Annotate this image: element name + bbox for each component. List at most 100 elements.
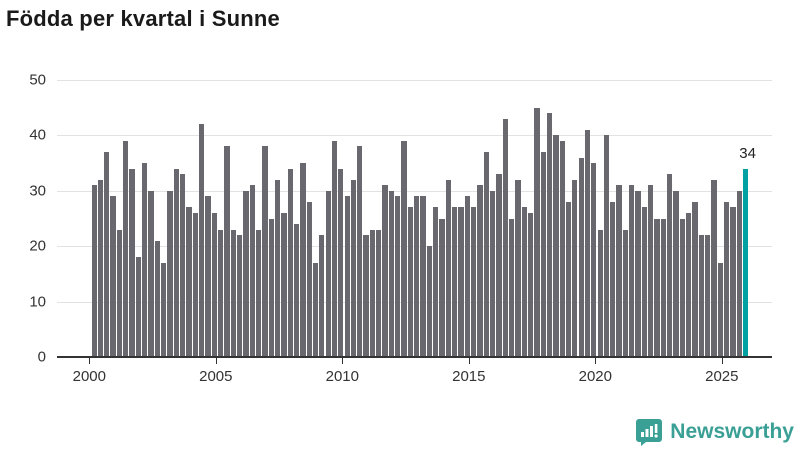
bar [300,163,306,357]
bar [591,163,597,357]
bar [110,196,116,357]
x-axis-label: 2015 [452,368,486,385]
bar [199,124,205,357]
bar [489,190,496,357]
plot-area: 34 [57,80,772,357]
bar [401,140,407,357]
bar [224,146,230,357]
bar [679,218,686,357]
bar [736,190,742,357]
bar [395,196,401,357]
bar [426,246,433,357]
x-axis-tick [721,358,723,364]
bar [218,229,224,357]
bar [445,179,451,357]
bar [433,207,439,357]
bar [477,185,483,357]
bar [262,146,268,357]
bar [255,229,262,357]
bar [338,168,344,357]
bar [584,129,591,357]
x-axis-tick [468,358,470,364]
bar [407,207,414,357]
bar [540,152,546,357]
bar [711,179,717,357]
bar [502,118,508,357]
bar [641,207,648,357]
bar [104,152,110,357]
bar [205,196,211,357]
bar [236,235,243,357]
bar [496,174,502,357]
bar [717,262,723,357]
bar [553,135,559,357]
bar [458,207,464,357]
x-axis-tick [89,358,91,364]
bar [546,113,553,357]
bar [369,229,376,357]
bar [230,229,236,357]
bar [274,179,281,357]
bar [673,190,679,357]
x-axis-label: 2025 [705,368,739,385]
bar [287,168,293,357]
x-axis-label: 2010 [325,368,359,385]
x-axis-label: 2005 [199,368,233,385]
bar [597,229,603,357]
bar [572,179,578,357]
x-axis-tick [342,358,344,364]
bar [388,190,395,357]
bar [382,185,388,357]
gridline [57,190,772,192]
bar [293,224,300,357]
bar [167,190,173,357]
bar [686,212,692,357]
bar [306,201,312,357]
bar [635,190,641,357]
bar [508,218,515,357]
bar [629,185,635,357]
bar [565,201,572,357]
bar [660,218,667,357]
bar [186,207,192,357]
bar [452,207,458,357]
bar [559,140,565,357]
bar [603,135,610,357]
bar [97,179,104,357]
bar [281,212,287,357]
bar [648,185,654,357]
bar [319,235,325,357]
bar [471,207,477,357]
bar [350,179,357,357]
y-axis-label: 0 [37,348,46,366]
bar [161,262,167,357]
bar [610,201,616,357]
bar [116,229,123,357]
bar [654,218,660,357]
x-axis-label: 2020 [578,368,612,385]
highlight-value-label: 34 [739,144,756,162]
bar [616,185,622,357]
bar [129,168,135,357]
y-axis-label: 20 [29,237,46,255]
bar [173,168,180,357]
gridline [57,135,772,137]
bar [357,146,363,357]
bar [363,235,369,357]
bar [249,185,255,357]
bar [730,207,736,357]
y-axis-label: 40 [29,126,46,144]
bar [692,201,698,357]
bar [135,257,142,357]
bar [123,140,129,357]
page-title: Födda per kvartal i Sunne [6,6,280,31]
y-axis-label: 10 [29,293,46,311]
x-axis-line [57,356,772,358]
bar [91,185,97,357]
bar [420,196,426,357]
bar [527,212,534,357]
bar [483,152,489,357]
newsworthy-logo[interactable]: Newsworthy [635,418,794,446]
highlighted-bar [742,168,749,357]
bar [154,240,161,357]
